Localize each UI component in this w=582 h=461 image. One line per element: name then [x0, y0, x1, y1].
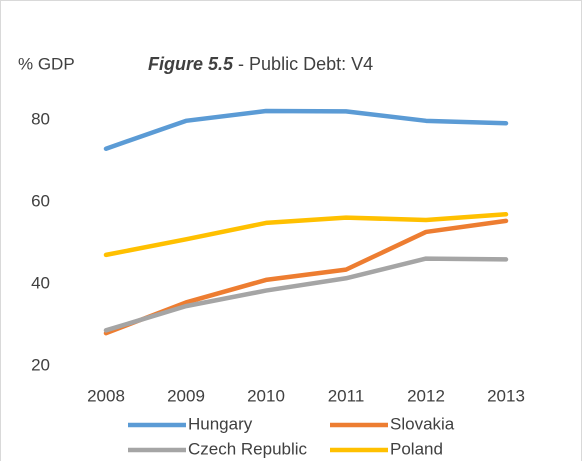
- series-line: [103, 212, 509, 258]
- x-tick-label: 2012: [407, 386, 445, 405]
- legend-label: Czech Republic: [188, 439, 308, 458]
- y-tick-label: 40: [31, 273, 50, 292]
- y-axis-label: % GDP: [18, 54, 75, 73]
- y-tick-label: 20: [31, 355, 50, 374]
- x-tick-label: 2009: [167, 386, 205, 405]
- chart-title: Figure 5.5 - Public Debt: V4: [148, 54, 373, 74]
- y-tick-label: 80: [31, 109, 50, 128]
- legend-label: Poland: [390, 439, 443, 458]
- series-line: [103, 256, 509, 333]
- x-tick-label: 2008: [87, 386, 125, 405]
- title-figure: Figure 5.5: [148, 54, 234, 74]
- series-line: [103, 218, 509, 336]
- x-tick-label: 2010: [247, 386, 285, 405]
- title-text: - Public Debt: V4: [238, 54, 373, 74]
- y-tick-label: 60: [31, 191, 50, 210]
- x-tick-label: 2011: [328, 386, 365, 405]
- x-tick-label: 2013: [487, 386, 525, 405]
- series-line: [103, 108, 509, 151]
- legend-label: Hungary: [188, 414, 253, 433]
- legend-label: Slovakia: [390, 414, 455, 433]
